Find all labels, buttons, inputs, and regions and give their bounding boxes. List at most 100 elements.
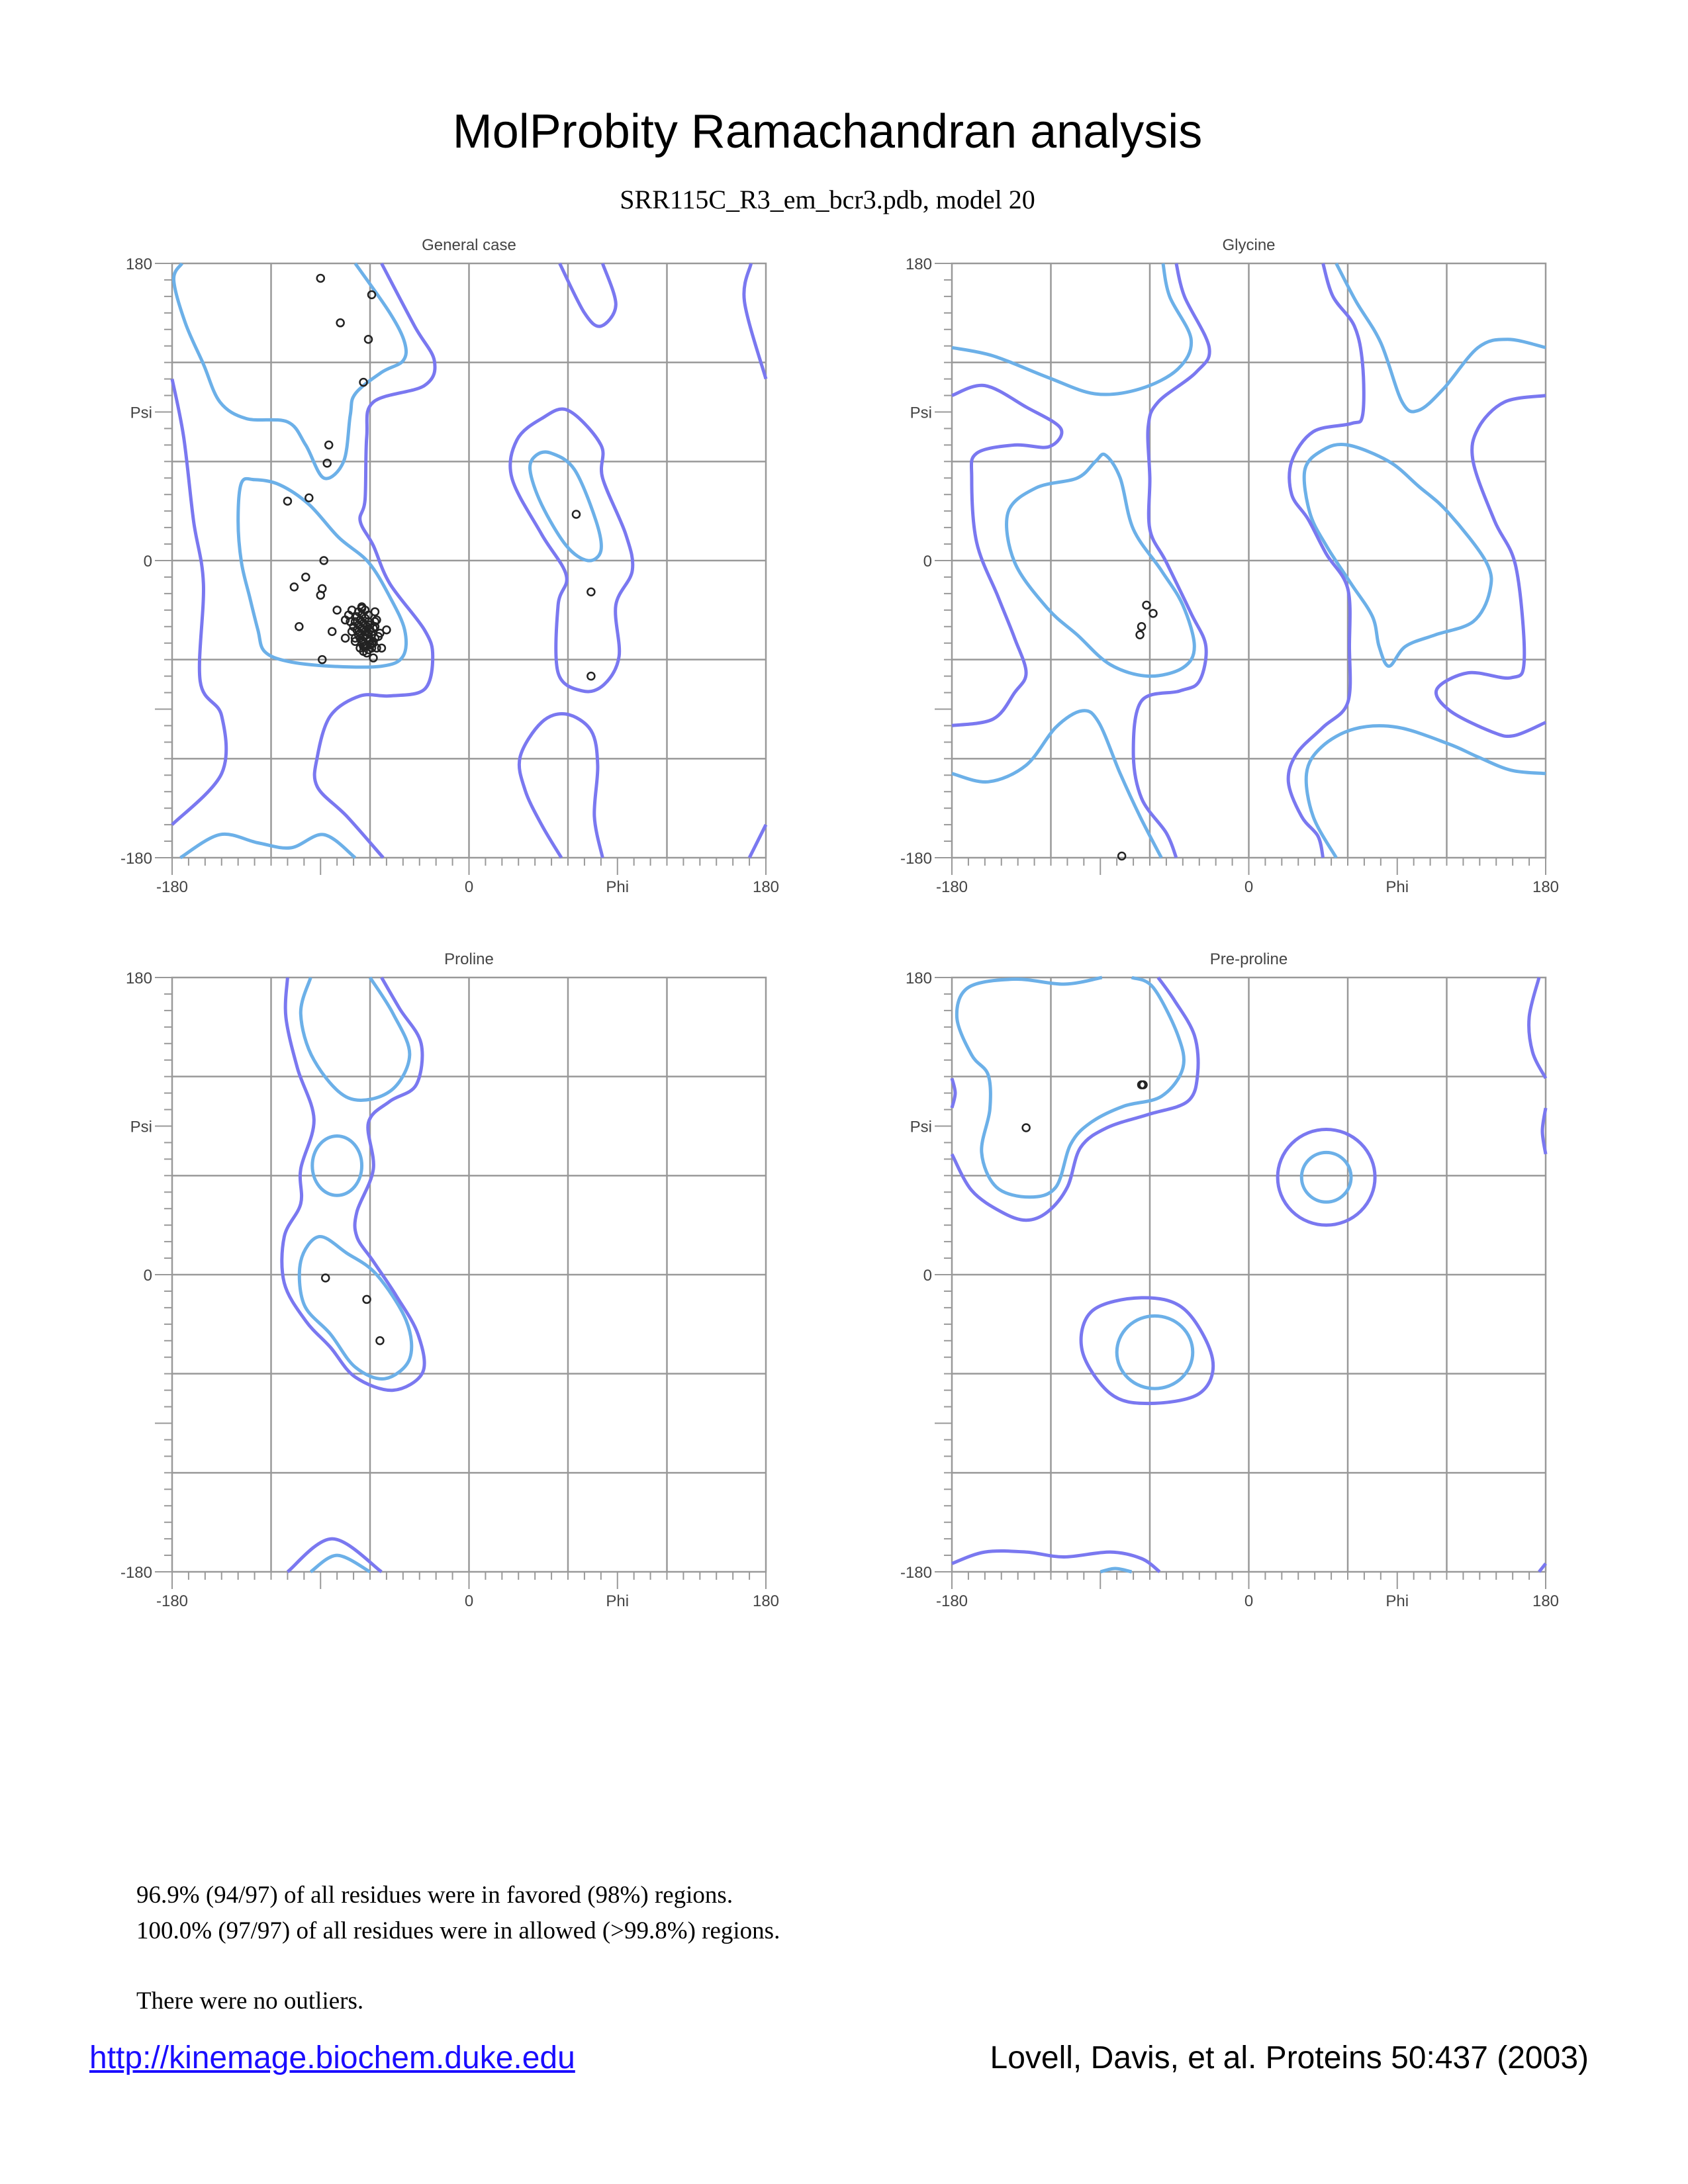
- allowed-region-contour: [747, 823, 768, 859]
- kinemage-link[interactable]: http://kinemage.biochem.duke.edu: [89, 2040, 575, 2075]
- x-axis-label: Phi: [1385, 878, 1409, 896]
- y-axis-label: Psi: [130, 404, 152, 422]
- favored-region-contour: [310, 1134, 364, 1197]
- y-tick-label: 180: [126, 255, 152, 273]
- allowed-region-contour: [1079, 1296, 1215, 1406]
- residue-point: [350, 633, 360, 643]
- allowed-region-contour: [170, 379, 228, 826]
- favored-summary: 96.9% (94/97) of all residues were in fa…: [136, 1882, 733, 1909]
- residue-point: [324, 440, 334, 450]
- residue-point: [362, 1295, 371, 1304]
- x-tick-label: 180: [753, 878, 779, 896]
- favored-region-contour: [528, 450, 603, 563]
- residue-point: [1142, 600, 1151, 610]
- allowed-region-contour: [951, 1549, 1161, 1574]
- residue-point: [370, 617, 380, 627]
- residue-point: [359, 647, 368, 656]
- ramachandran-plot-general-case: General case -180 0 Phi 180 180 Psi 0 -180: [120, 236, 779, 896]
- favored-region-contour: [951, 263, 1194, 396]
- residue-point: [367, 290, 377, 300]
- residue-point: [1137, 622, 1147, 631]
- x-tick-label: -180: [156, 878, 188, 896]
- favored-region-contour: [236, 477, 408, 669]
- residue-point: [317, 655, 327, 664]
- favored-region-contour: [1335, 262, 1546, 414]
- residue-point: [375, 629, 385, 638]
- favored-region-contour: [1115, 1314, 1195, 1390]
- residue-point: [1117, 851, 1127, 861]
- allowed-region-contour: [1527, 977, 1548, 1079]
- allowed-region-contour: [1540, 1107, 1548, 1155]
- plot-title: Proline: [444, 950, 494, 968]
- y-tick-label: 180: [906, 970, 932, 987]
- favored-region-contour: [1304, 724, 1546, 859]
- plot-area: Glycine -180 0 Phi 180 180 Psi 0 -180: [900, 236, 1559, 896]
- favored-region-contour: [297, 1235, 414, 1381]
- plot-area: Pre-proline -180 0 Phi 180 180 Psi 0 -180: [900, 950, 1559, 1610]
- allowed-region-contour: [1286, 263, 1366, 858]
- x-tick-label: -180: [936, 1592, 968, 1610]
- y-tick-label: 0: [144, 1267, 152, 1285]
- ramachandran-plot-pre-proline: Pre-proline -180 0 Phi 180 180 Psi 0 -180: [900, 950, 1559, 1610]
- y-tick-label: 0: [923, 1267, 932, 1285]
- allowed-region-contour: [312, 262, 437, 859]
- y-tick-label: -180: [120, 1564, 152, 1582]
- allowed-region-contour: [517, 712, 604, 859]
- allowed-region-contour: [950, 1077, 957, 1109]
- y-axis-label: Psi: [910, 404, 932, 422]
- y-tick-label: 180: [126, 970, 152, 987]
- allowed-region-contour: [558, 262, 618, 328]
- x-tick-label: 0: [1244, 1592, 1253, 1610]
- favored-region-contour: [171, 262, 408, 480]
- y-tick-label: 0: [144, 553, 152, 570]
- favored-region-contour: [309, 1553, 371, 1574]
- favored-region-contour: [1005, 452, 1196, 678]
- favored-region-contour: [955, 976, 1186, 1199]
- y-axis-label: Psi: [910, 1118, 932, 1136]
- residue-point: [295, 622, 304, 631]
- residue-point: [316, 273, 325, 283]
- residue-point: [586, 587, 596, 597]
- favored-region-contour: [179, 832, 357, 860]
- residue-point: [1149, 609, 1158, 618]
- residue-point: [319, 556, 328, 565]
- x-tick-label: 180: [1532, 1592, 1559, 1610]
- residue-point: [336, 318, 345, 328]
- favored-region-contour: [299, 976, 412, 1102]
- x-axis-label: Phi: [1385, 1592, 1409, 1610]
- residue-point: [571, 510, 581, 519]
- y-tick-label: -180: [120, 850, 152, 868]
- residue-point: [586, 671, 596, 681]
- residue-point: [352, 612, 361, 621]
- residue-point: [316, 590, 325, 600]
- allowed-region-contour: [950, 976, 1200, 1222]
- x-axis-label: Phi: [606, 1592, 629, 1610]
- residue-point: [340, 633, 350, 643]
- allowed-region-contour: [280, 976, 426, 1392]
- x-tick-label: 180: [753, 1592, 779, 1610]
- ramachandran-plot-glycine: Glycine -180 0 Phi 180 180 Psi 0 -180: [900, 236, 1559, 896]
- y-axis-label: Psi: [130, 1118, 152, 1136]
- y-tick-label: 180: [906, 255, 932, 273]
- residue-point: [363, 334, 373, 344]
- favored-region-contour: [1100, 1567, 1133, 1574]
- residue-point: [332, 606, 342, 615]
- allowed-region-contour: [508, 407, 635, 694]
- residue-point: [1021, 1123, 1031, 1132]
- allowed-region-contour: [742, 263, 768, 380]
- y-tick-label: -180: [900, 1564, 932, 1582]
- x-tick-label: -180: [936, 878, 968, 896]
- x-tick-label: -180: [156, 1592, 188, 1610]
- x-tick-label: 0: [1244, 878, 1253, 896]
- plot-title: Glycine: [1222, 236, 1275, 254]
- ramachandran-plot-proline: Proline -180 0 Phi 180 180 Psi 0 -180: [120, 950, 779, 1610]
- residue-point: [377, 643, 387, 653]
- residue-point: [353, 607, 363, 617]
- residue-point: [375, 1336, 385, 1345]
- x-tick-label: 180: [1532, 878, 1559, 896]
- residue-point: [350, 617, 360, 627]
- y-tick-label: -180: [900, 850, 932, 868]
- allowed-region-contour: [951, 383, 1064, 727]
- residue-point: [1139, 1080, 1148, 1089]
- residue-point: [359, 377, 368, 387]
